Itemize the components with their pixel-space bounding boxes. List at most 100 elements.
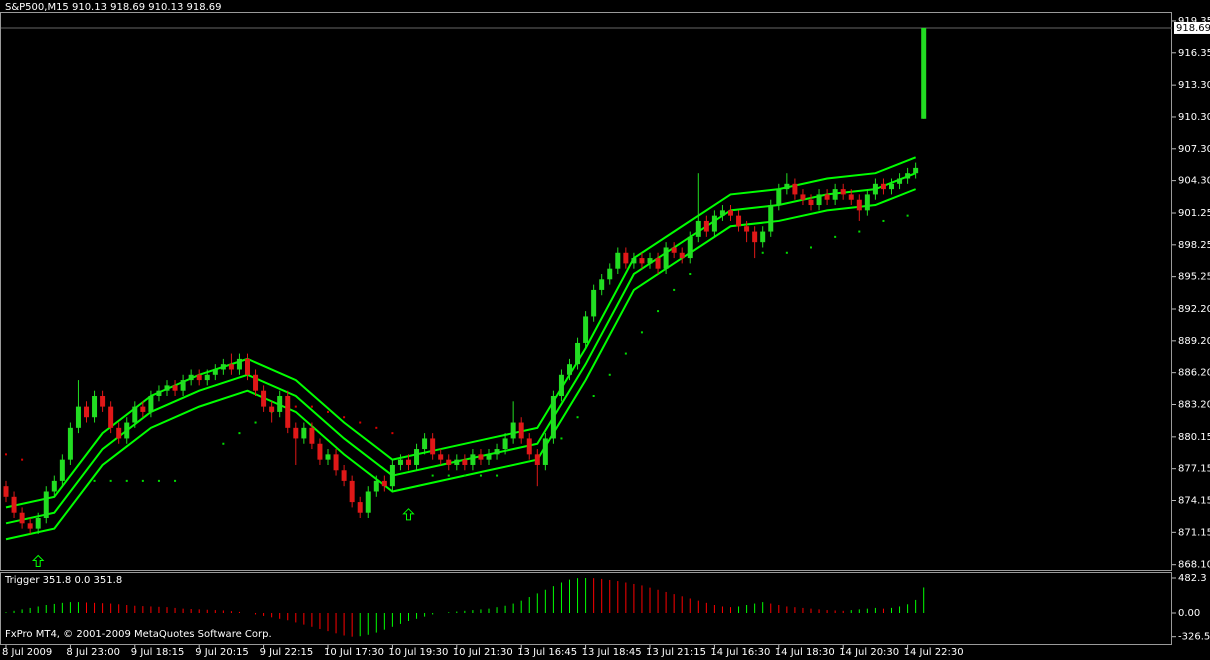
candle-body [889, 183, 894, 190]
candle-body [462, 459, 468, 465]
stop-dot [906, 214, 909, 217]
indicator-title: Trigger 351.8 0.0 351.8 [4, 575, 122, 586]
candle-body [269, 406, 275, 412]
y-tick-label: 898.25 [1178, 240, 1210, 251]
stop-dot [560, 437, 563, 440]
stop-dot [463, 474, 466, 477]
candle-body [108, 406, 114, 428]
candle-body [164, 385, 170, 391]
candle-body [349, 480, 355, 503]
candle-body [132, 406, 138, 423]
y-tick-label: 919.35 [1178, 16, 1210, 27]
candle-body [502, 438, 508, 450]
candle-body [631, 258, 637, 264]
candle-body [196, 374, 202, 381]
stop-dot [109, 479, 112, 482]
candle-body [478, 454, 484, 460]
stop-dot [858, 230, 861, 233]
stop-dot [689, 272, 692, 275]
candle-body [494, 449, 500, 455]
candle-body [744, 226, 750, 232]
candle-body [752, 231, 758, 243]
stop-dot [391, 432, 394, 435]
stop-dot [222, 442, 225, 445]
candle-body [454, 459, 460, 465]
x-tick-label: 10 Jul 17:30 [324, 647, 384, 658]
candle-body [317, 443, 323, 460]
x-tick-label: 14 Jul 20:30 [839, 647, 899, 658]
stop-dot [343, 416, 346, 419]
candle-body [808, 199, 814, 206]
candle-body [309, 427, 315, 444]
stop-dot [431, 474, 434, 477]
candle-body [647, 258, 653, 264]
candle-body [567, 364, 572, 375]
signal-arrow [402, 508, 415, 521]
candle-body [848, 194, 854, 200]
y-tick-label: 910.30 [1178, 112, 1210, 123]
stop-dot [624, 352, 627, 355]
candle-body [840, 189, 846, 195]
y-tick-label: 889.20 [1178, 336, 1210, 347]
stop-dot [785, 251, 788, 254]
candle-body [43, 491, 49, 519]
y-tick-label: 901.25 [1178, 208, 1210, 219]
x-tick-label: 10 Jul 19:30 [388, 647, 448, 658]
x-tick-label: 9 Jul 18:15 [131, 647, 185, 658]
stop-dot [834, 235, 837, 238]
y-tick-label: 913.30 [1178, 80, 1210, 91]
candle-body [486, 454, 492, 460]
indicator-frame [0, 572, 1172, 645]
candle-body [11, 496, 17, 513]
y-tick-label: 0.00 [1178, 608, 1200, 619]
stop-dot [640, 331, 643, 334]
y-tick-label: 916.35 [1178, 48, 1210, 59]
candle-body [832, 189, 838, 200]
candle-body [856, 199, 862, 211]
candle-body [220, 364, 226, 370]
candle-body [381, 480, 387, 487]
x-tick-label: 8 Jul 2009 [2, 647, 52, 658]
stop-dot [125, 479, 128, 482]
candle-body [188, 374, 194, 381]
y-tick-label: 904.30 [1178, 176, 1210, 187]
stop-dot [576, 416, 579, 419]
candle-body [67, 427, 73, 460]
candle-body [880, 183, 886, 190]
candle-body [245, 358, 250, 375]
candle-body [510, 422, 516, 439]
candle-body [872, 183, 878, 195]
stop-dot [496, 474, 499, 477]
x-tick-label: 10 Jul 21:30 [453, 647, 513, 658]
candle-body [687, 236, 693, 259]
candle-body [719, 210, 725, 216]
footer: FxPro MT4, © 2001-2009 MetaQuotes Softwa… [5, 629, 272, 640]
candle-body [711, 215, 717, 232]
x-tick-label: 9 Jul 22:15 [260, 647, 314, 658]
stop-dot [608, 373, 611, 376]
candle-body [550, 396, 556, 439]
candle-body [663, 247, 669, 269]
stop-dot [657, 310, 660, 313]
candle-body [615, 252, 621, 269]
candle-body [261, 390, 267, 407]
candle-body [341, 470, 347, 481]
candle-body [397, 459, 403, 465]
candle-body [671, 247, 677, 253]
stop-dot [479, 474, 482, 477]
x-tick-label: 14 Jul 16:30 [710, 647, 770, 658]
stop-dot [592, 395, 595, 398]
last-price-label: 918.69 [1176, 23, 1210, 34]
candle-body [27, 523, 33, 529]
candle-body [285, 396, 291, 428]
candle-body [897, 178, 903, 184]
candle-body [156, 390, 162, 397]
candle-body [446, 459, 452, 465]
x-tick-label: 9 Jul 20:15 [195, 647, 249, 658]
stop-dot [157, 479, 160, 482]
x-tick-label: 13 Jul 16:45 [517, 647, 577, 658]
stop-dot [238, 432, 241, 435]
stop-dot [673, 288, 676, 291]
